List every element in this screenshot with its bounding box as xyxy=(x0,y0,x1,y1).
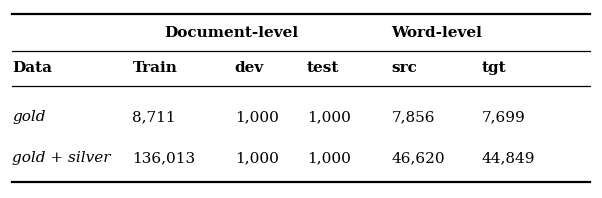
Text: 7,856: 7,856 xyxy=(391,110,435,124)
Text: gold: gold xyxy=(12,110,46,124)
Text: 1,000: 1,000 xyxy=(307,110,351,124)
Text: Data: Data xyxy=(12,61,52,75)
Text: 44,849: 44,849 xyxy=(482,151,535,165)
Text: Train: Train xyxy=(132,61,178,75)
Text: 136,013: 136,013 xyxy=(132,151,196,165)
Text: gold + silver: gold + silver xyxy=(12,151,111,165)
Text: tgt: tgt xyxy=(482,61,506,75)
Text: 1,000: 1,000 xyxy=(307,151,351,165)
Text: 7,699: 7,699 xyxy=(482,110,526,124)
Text: dev: dev xyxy=(235,61,264,75)
Text: src: src xyxy=(391,61,417,75)
Text: Word-level: Word-level xyxy=(391,26,482,40)
Text: 46,620: 46,620 xyxy=(391,151,445,165)
Text: Document-level: Document-level xyxy=(165,26,299,40)
Text: 8,711: 8,711 xyxy=(132,110,176,124)
Text: 1,000: 1,000 xyxy=(235,110,279,124)
Text: 1,000: 1,000 xyxy=(235,151,279,165)
Text: test: test xyxy=(307,61,340,75)
